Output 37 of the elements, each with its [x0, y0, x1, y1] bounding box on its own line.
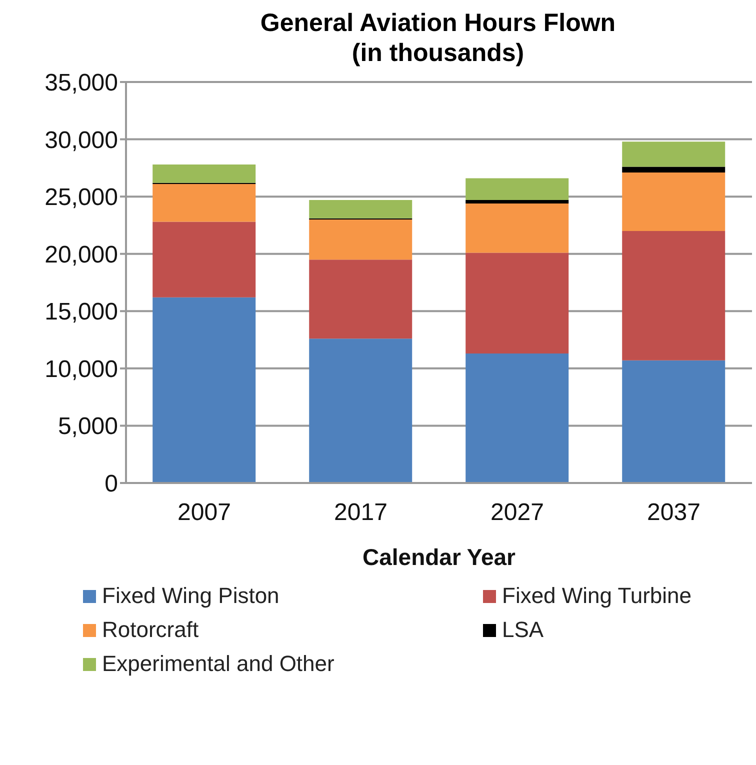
- bar: [622, 142, 726, 167]
- y-tick-label: 30,000: [44, 126, 118, 154]
- legend-label: Fixed Wing Turbine: [502, 583, 692, 609]
- bar: [466, 200, 569, 204]
- bar: [152, 222, 256, 298]
- x-tick-label: 2027: [490, 499, 544, 526]
- bar: [309, 338, 412, 483]
- x-tick-label: 2037: [647, 499, 700, 526]
- bar: [466, 354, 569, 483]
- legend-label: LSA: [502, 617, 544, 643]
- y-tick-label: 0: [104, 470, 118, 498]
- x-axis-title: Calendar Year: [362, 544, 516, 570]
- bar: [309, 219, 412, 260]
- bar: [622, 230, 726, 360]
- x-tick-label: 2017: [334, 499, 388, 526]
- y-tick-label: 15,000: [44, 298, 118, 326]
- bar: [309, 260, 412, 339]
- legend-label: Experimental and Other: [102, 651, 334, 677]
- x-tick-label: 2007: [178, 499, 231, 526]
- bar: [622, 166, 726, 173]
- y-tick-label: 5,000: [58, 413, 118, 440]
- bar: [622, 360, 726, 483]
- bar: [622, 172, 726, 231]
- chart-title: General Aviation Hours Flown (in thousands): [259, 8, 617, 68]
- bar: [152, 164, 256, 183]
- bar: [466, 178, 569, 200]
- bar: [152, 297, 256, 483]
- bar: [309, 200, 412, 218]
- y-tick-label: 10,000: [44, 356, 118, 383]
- y-tick-label: 25,000: [44, 184, 118, 212]
- legend-label: Fixed Wing Piston: [102, 583, 280, 609]
- y-tick-label: 35,000: [44, 70, 118, 97]
- bar: [466, 252, 569, 354]
- y-tick-label: 20,000: [44, 241, 118, 268]
- legend-label: Rotorcraft: [102, 617, 199, 643]
- bar: [152, 184, 256, 222]
- bar: [466, 203, 569, 253]
